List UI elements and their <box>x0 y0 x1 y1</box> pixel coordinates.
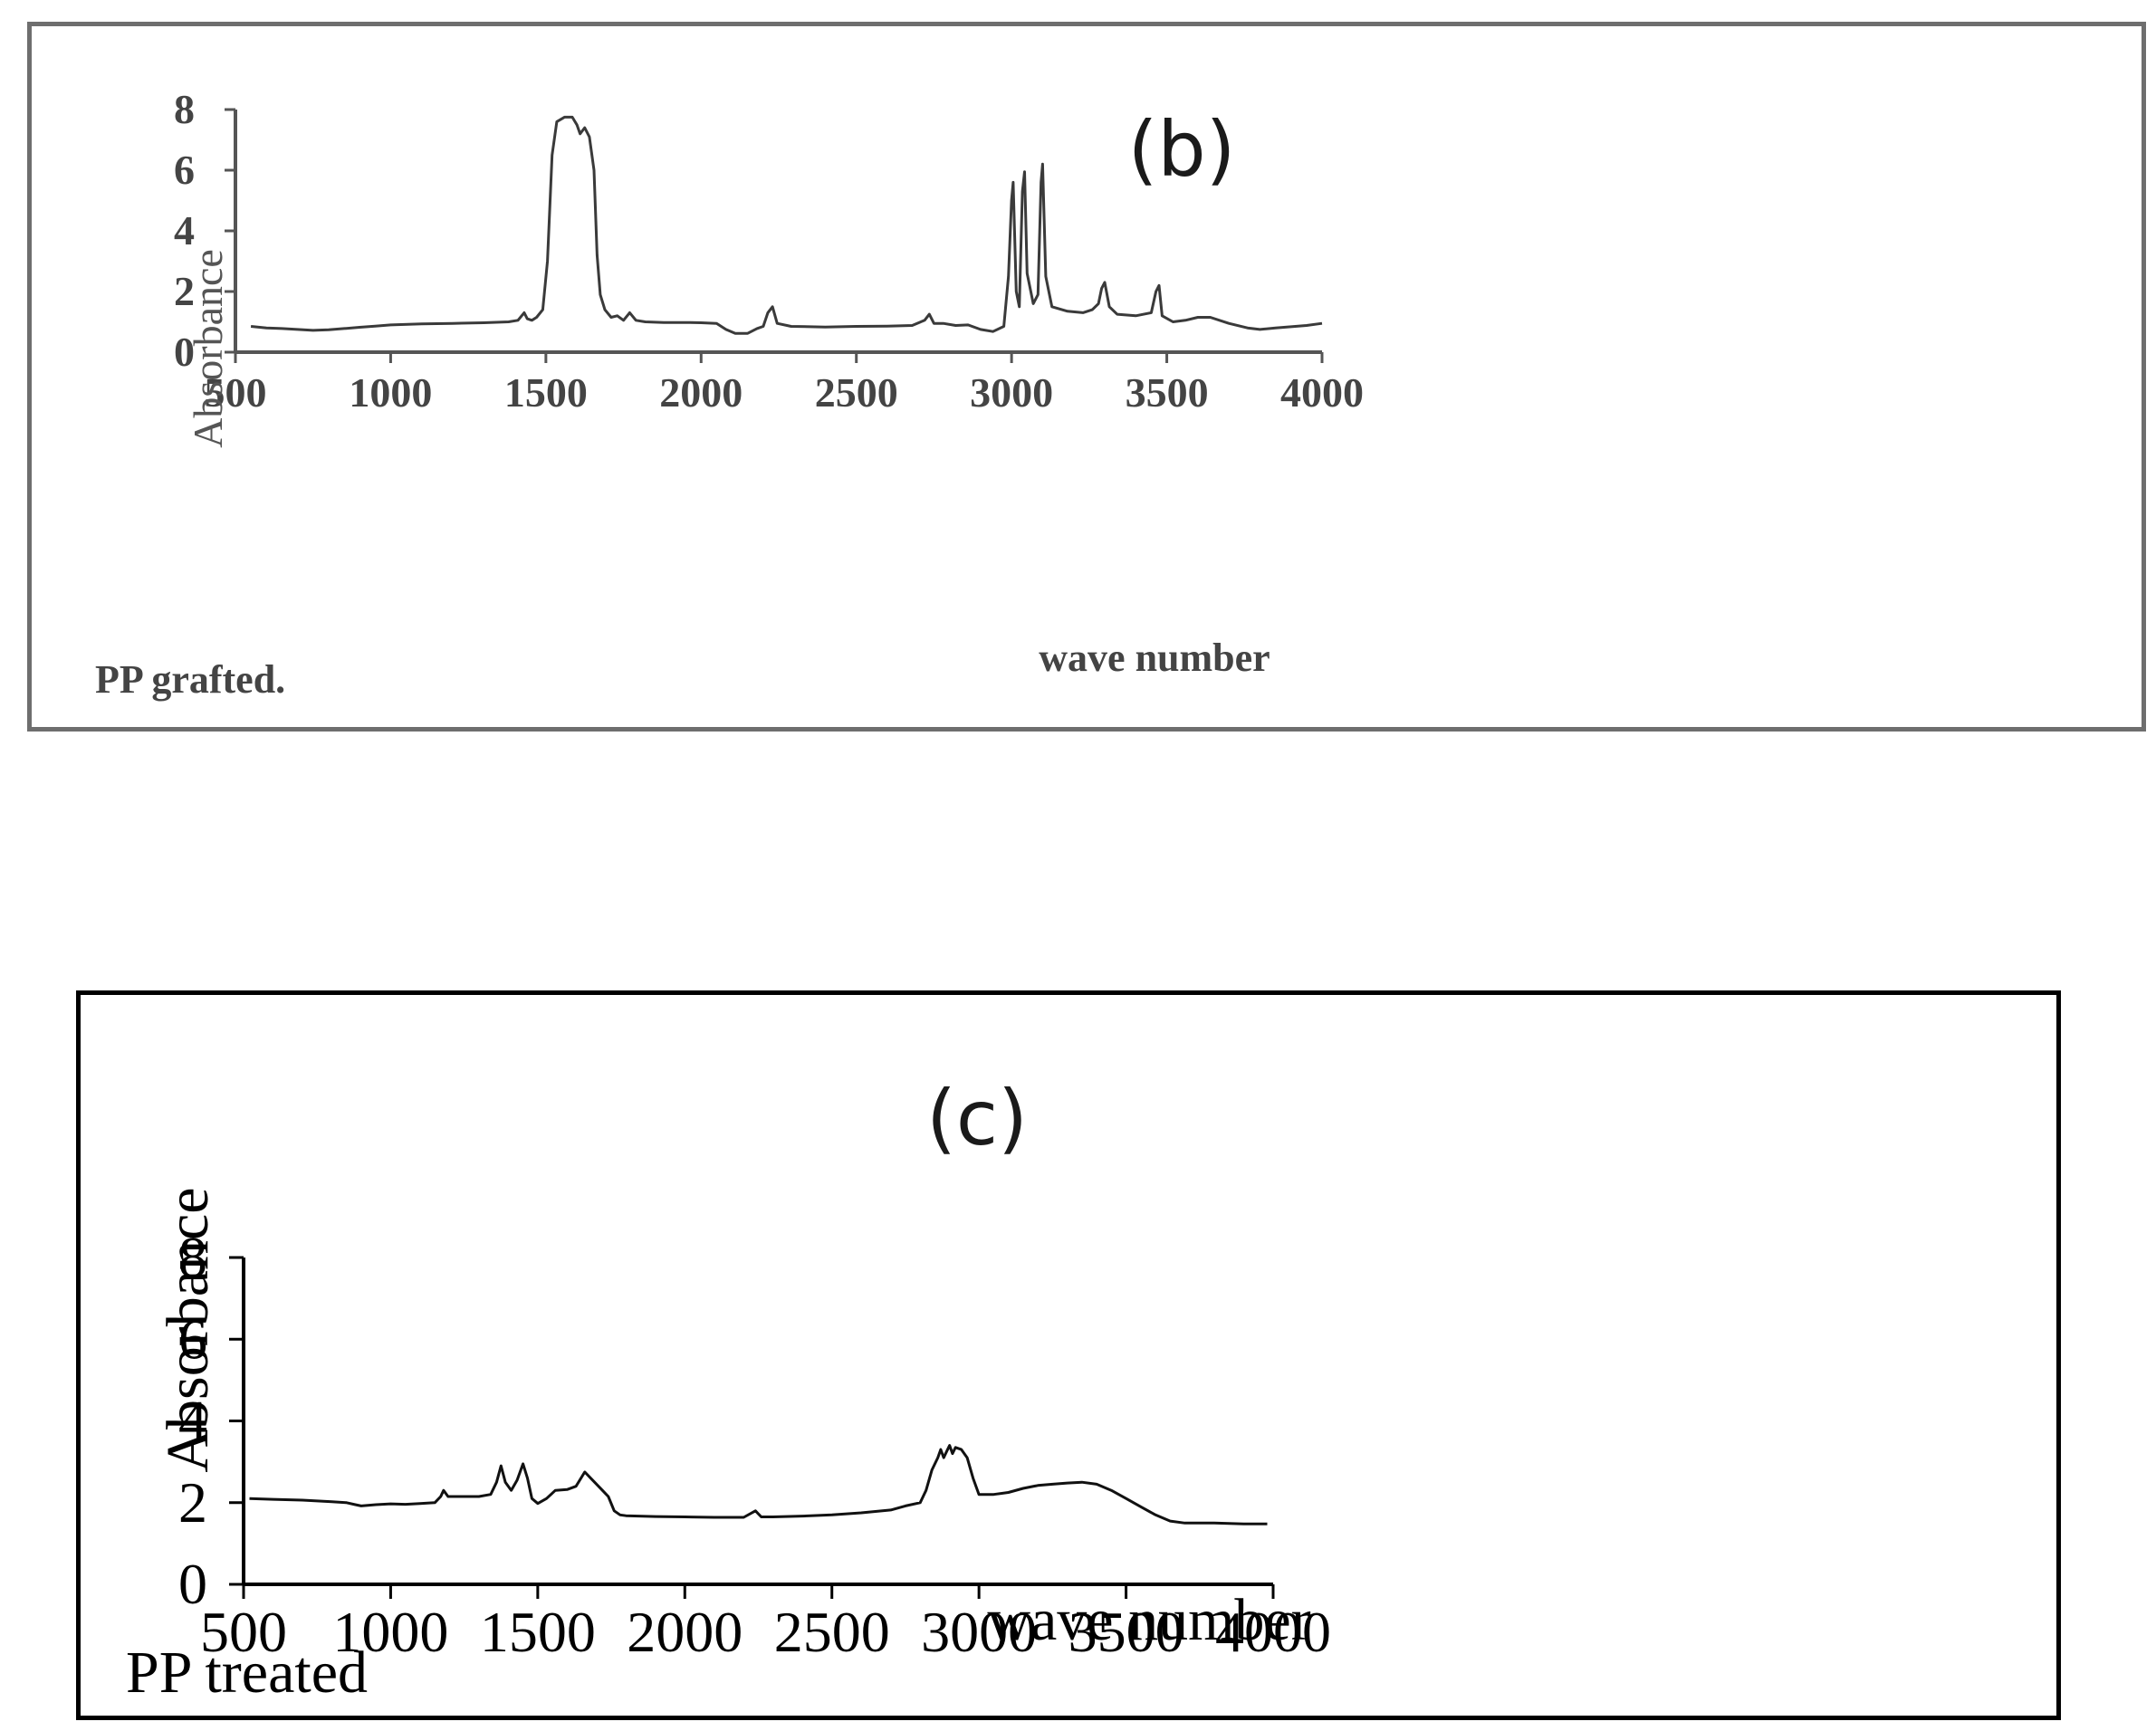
chart-panel-b: 500 1000 1500 2000 2500 3000 3500 4000 0 2 4 6 8 (b)… <box>27 22 2146 732</box>
series-line <box>249 1444 1268 1525</box>
x-tick-label: 2000 <box>659 369 743 416</box>
chart-panel-c: 500 1000 1500 2000 2500 3000 3500 4000 0 2 4 6 8 (c)… <box>76 990 2061 1720</box>
x-tick-label: 500 <box>200 1600 287 1664</box>
x-tick-label: 3500 <box>1126 369 1209 416</box>
x-tick-label: 1500 <box>504 369 588 416</box>
plot-area-b <box>250 115 1323 335</box>
x-tick-label: 4000 <box>1215 1600 1331 1664</box>
y-tick-label: 4 <box>178 1389 207 1453</box>
x-tick-label: 1500 <box>480 1600 596 1664</box>
y-tick-label: 8 <box>178 1225 207 1289</box>
y-tick-label: 0 <box>178 1552 207 1616</box>
y-tick-label: 2 <box>174 268 195 314</box>
y-tick-label: 6 <box>178 1306 207 1371</box>
chart-svg-b: 500 1000 1500 2000 2500 3000 3500 4000 0 2 4 6 8 (b)… <box>95 86 1364 702</box>
plot-area-c <box>249 1444 1268 1525</box>
y-tick-label: 0 <box>174 329 195 375</box>
y-axis-title-b: Absorbance <box>185 249 231 448</box>
chart-svg-c: 500 1000 1500 2000 2500 3000 3500 4000 0 2 4 6 8 (c)… <box>126 1074 1331 1706</box>
x-tick-label: 1000 <box>332 1600 448 1664</box>
caption-b: PP grafted. <box>95 657 285 702</box>
x-axis-title-c: wave number <box>987 1587 1310 1653</box>
x-tick-label: 500 <box>205 369 267 416</box>
y-tick-label: 4 <box>174 207 195 253</box>
caption-c: PP treated <box>126 1640 368 1706</box>
series-line <box>250 115 1323 335</box>
x-tick-label: 4000 <box>1280 369 1364 416</box>
x-tick-label: 2500 <box>815 369 898 416</box>
panel-label-b: (b) <box>1128 105 1236 194</box>
x-tick-label: 3000 <box>970 369 1053 416</box>
y-tick-label: 6 <box>174 147 195 193</box>
x-tick-label: 1000 <box>349 369 432 416</box>
y-tick-label: 2 <box>178 1470 207 1535</box>
x-tick-label: 3500 <box>1068 1600 1184 1664</box>
x-tick-label: 3000 <box>921 1600 1037 1664</box>
y-axis-title-c: Absorbance <box>155 1187 221 1472</box>
axis-ticks-b: 500 1000 1500 2000 2500 3000 3500 4000 0 2 4 6 8 <box>174 86 1364 416</box>
y-tick-label: 8 <box>174 86 195 132</box>
panel-label-c: (c) <box>926 1074 1028 1162</box>
x-tick-label: 2500 <box>774 1600 890 1664</box>
x-axis-title-b: wave number <box>1039 636 1270 680</box>
axis-ticks-c: 500 1000 1500 2000 2500 3000 3500 4000 0 2 4 6 8 <box>178 1225 1331 1664</box>
x-tick-label: 2000 <box>627 1600 743 1664</box>
